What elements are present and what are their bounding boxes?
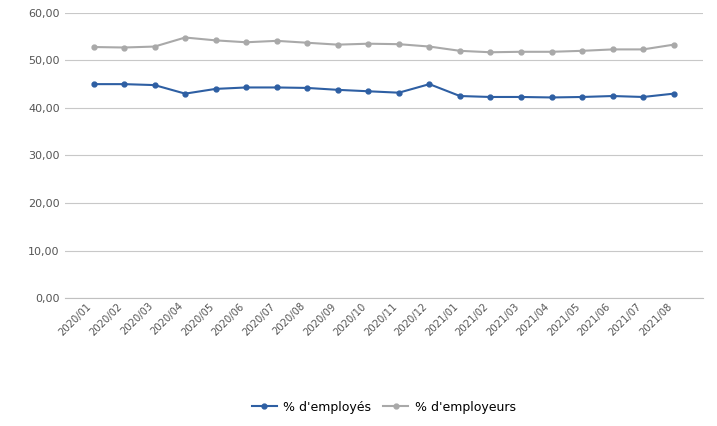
% d'employés	[547, 95, 556, 100]
% d'employeurs	[303, 40, 312, 45]
% d'employeurs	[394, 42, 403, 47]
% d'employeurs	[425, 44, 434, 49]
% d'employeurs	[517, 49, 526, 55]
% d'employeurs	[364, 41, 373, 46]
% d'employeurs	[670, 42, 678, 47]
% d'employés	[455, 93, 464, 98]
% d'employés	[517, 95, 526, 100]
% d'employés	[364, 89, 373, 94]
% d'employeurs	[639, 47, 647, 52]
% d'employeurs	[212, 38, 220, 43]
% d'employés	[670, 91, 678, 96]
% d'employés	[212, 86, 220, 92]
Legend: % d'employés, % d'employeurs: % d'employés, % d'employeurs	[247, 396, 521, 419]
% d'employeurs	[242, 40, 250, 45]
% d'employés	[89, 82, 98, 87]
% d'employés	[486, 95, 495, 100]
% d'employeurs	[89, 44, 98, 49]
% d'employeurs	[547, 49, 556, 55]
% d'employeurs	[272, 38, 281, 43]
% d'employeurs	[486, 50, 495, 55]
% d'employés	[181, 91, 189, 96]
% d'employés	[394, 90, 403, 95]
% d'employés	[242, 85, 250, 90]
% d'employés	[578, 95, 587, 100]
% d'employés	[608, 93, 617, 98]
% d'employeurs	[333, 42, 342, 47]
% d'employeurs	[120, 45, 128, 50]
% d'employés	[425, 82, 434, 87]
% d'employés	[333, 87, 342, 92]
% d'employés	[151, 83, 159, 88]
% d'employeurs	[181, 35, 189, 40]
% d'employés	[639, 95, 647, 100]
% d'employeurs	[578, 48, 587, 53]
% d'employés	[120, 82, 128, 87]
% d'employeurs	[608, 47, 617, 52]
% d'employeurs	[151, 44, 159, 49]
Line: % d'employeurs: % d'employeurs	[91, 35, 676, 55]
Line: % d'employés: % d'employés	[91, 82, 676, 100]
% d'employés	[303, 85, 312, 90]
% d'employés	[272, 85, 281, 90]
% d'employeurs	[455, 48, 464, 53]
